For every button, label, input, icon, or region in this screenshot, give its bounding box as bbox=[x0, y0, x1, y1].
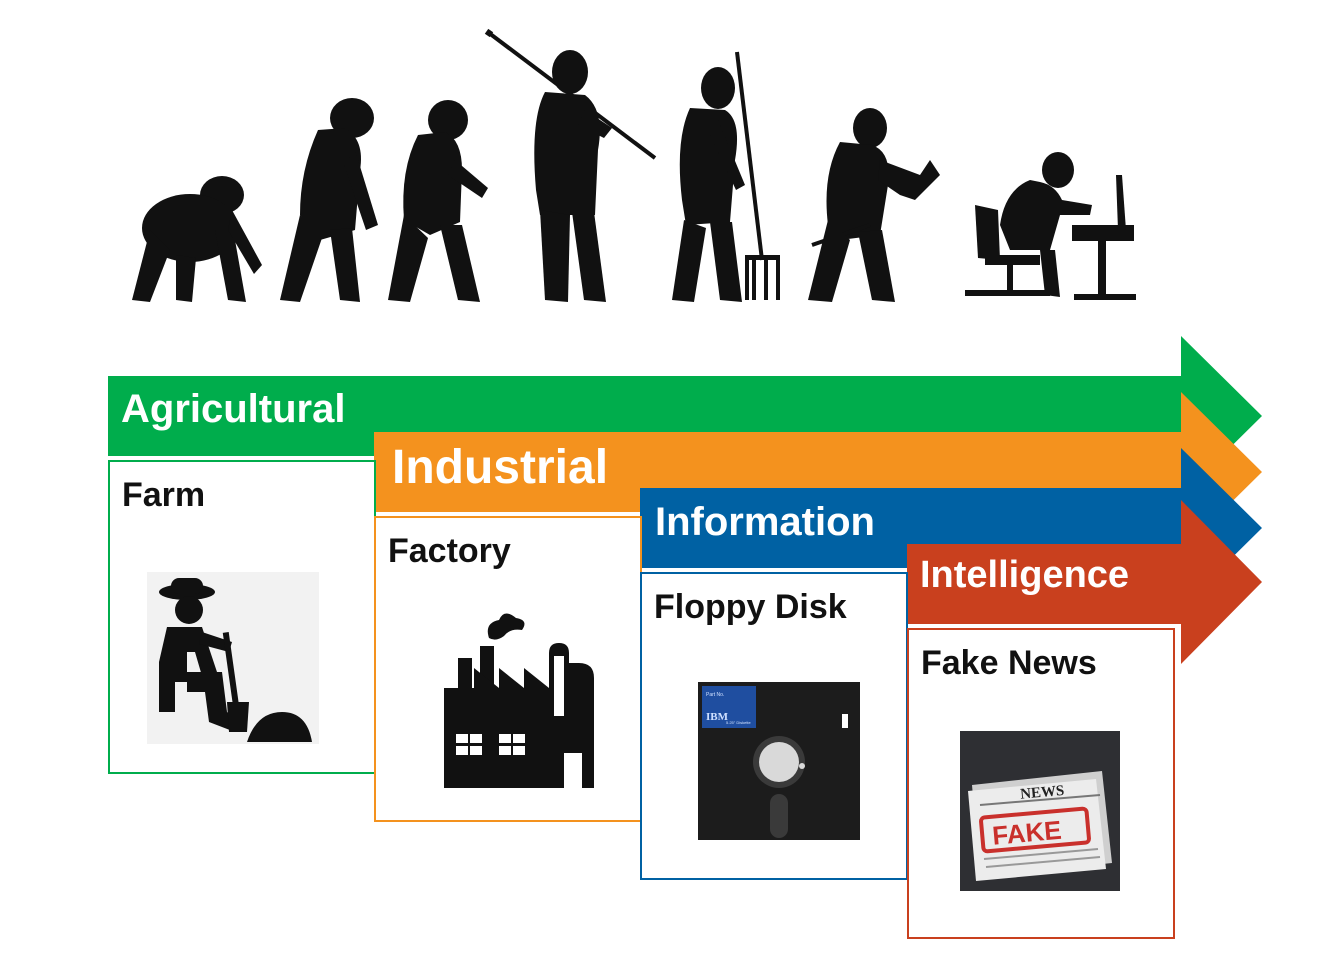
intelligence-label: Intelligence bbox=[920, 554, 1130, 596]
industrial-label: Industrial bbox=[392, 441, 609, 494]
farmer-with-pitchfork-silhouette bbox=[672, 51, 780, 302]
farm-box: Farm bbox=[108, 460, 376, 774]
fake-news-box: Fake News NEWS FAKE bbox=[907, 628, 1175, 939]
evolution-silhouettes bbox=[132, 28, 1136, 302]
floppy-part-no: Part No. bbox=[706, 692, 724, 698]
news-headline: NEWS bbox=[1020, 783, 1065, 803]
floppy-disk-icon: Part No. IBM 5.25" Diskette bbox=[698, 682, 860, 840]
hominid-silhouette bbox=[388, 100, 488, 302]
information-label: Information bbox=[655, 500, 875, 544]
worker-with-drill-silhouette bbox=[808, 108, 940, 302]
fake-stamp: FAKE bbox=[991, 815, 1063, 851]
floppy-title: Floppy Disk bbox=[654, 588, 847, 626]
factory-icon bbox=[444, 613, 594, 788]
floppy-brand: IBM bbox=[706, 711, 729, 723]
ape-silhouette bbox=[132, 176, 262, 302]
factory-box: Factory bbox=[374, 516, 642, 822]
fake-news-newspaper-icon: NEWS FAKE bbox=[960, 731, 1120, 891]
hunter-with-spear-silhouette bbox=[484, 28, 657, 302]
farmer-digging-icon bbox=[147, 572, 319, 744]
farm-title: Farm bbox=[122, 476, 206, 514]
intelligence-arrow bbox=[907, 500, 1262, 664]
fake-news-title: Fake News bbox=[921, 644, 1097, 682]
floppy-box: Floppy Disk Part No. IBM 5.25" Diskette bbox=[640, 572, 908, 880]
factory-title: Factory bbox=[388, 532, 511, 570]
floppy-size-label: 5.25" Diskette bbox=[726, 720, 752, 725]
office-worker-at-computer-silhouette bbox=[965, 152, 1136, 300]
agricultural-label: Agricultural bbox=[121, 387, 346, 431]
early-hominid-silhouette bbox=[280, 98, 378, 302]
